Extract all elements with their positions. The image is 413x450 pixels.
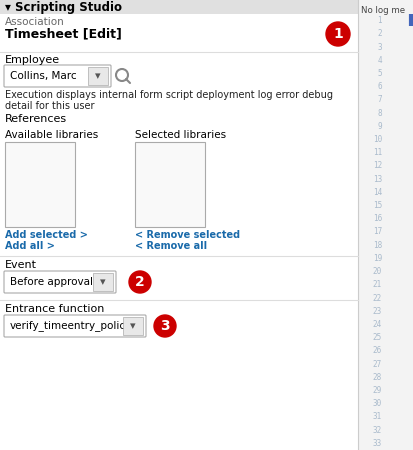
FancyBboxPatch shape (123, 317, 142, 335)
Text: 25: 25 (372, 333, 381, 342)
Text: 33: 33 (372, 439, 381, 448)
Text: Association: Association (5, 17, 64, 27)
Text: < Remove selected: < Remove selected (135, 230, 240, 240)
FancyBboxPatch shape (135, 142, 204, 227)
Text: References: References (5, 114, 67, 124)
Text: Event: Event (5, 260, 37, 270)
Text: ▾: ▾ (130, 321, 135, 331)
Text: 27: 27 (372, 360, 381, 369)
FancyBboxPatch shape (4, 65, 111, 87)
Text: 31: 31 (372, 413, 381, 422)
FancyBboxPatch shape (93, 273, 113, 291)
Bar (357, 0, 413, 450)
Text: ▾ Scripting Studio: ▾ Scripting Studio (5, 0, 122, 13)
Text: detail for this user: detail for this user (5, 101, 94, 111)
Text: 9: 9 (377, 122, 381, 131)
Text: 13: 13 (372, 175, 381, 184)
Circle shape (325, 22, 349, 46)
FancyBboxPatch shape (88, 67, 108, 85)
FancyBboxPatch shape (4, 271, 116, 293)
Text: Execution displays internal form script deployment log error debug: Execution displays internal form script … (5, 90, 332, 100)
Text: 22: 22 (372, 293, 381, 302)
Text: 3: 3 (160, 319, 169, 333)
Text: 16: 16 (372, 214, 381, 223)
Text: 15: 15 (372, 201, 381, 210)
Text: verify_timeentry_policy: verify_timeentry_policy (10, 320, 132, 332)
Text: 23: 23 (372, 307, 381, 316)
Text: 12: 12 (372, 162, 381, 171)
Text: 19: 19 (372, 254, 381, 263)
Text: 24: 24 (372, 320, 381, 329)
Text: 28: 28 (372, 373, 381, 382)
Text: Add all >: Add all > (5, 241, 55, 251)
Circle shape (154, 315, 176, 337)
Text: ▾: ▾ (95, 71, 101, 81)
Text: 32: 32 (372, 426, 381, 435)
Text: 18: 18 (372, 241, 381, 250)
Text: 4: 4 (377, 56, 381, 65)
Text: Before approval: Before approval (10, 277, 93, 287)
Circle shape (129, 271, 151, 293)
Text: 30: 30 (372, 399, 381, 408)
Text: 7: 7 (377, 95, 381, 104)
Text: 3: 3 (377, 43, 381, 52)
FancyBboxPatch shape (5, 142, 75, 227)
Text: Collins, Marc: Collins, Marc (10, 71, 76, 81)
Text: 20: 20 (372, 267, 381, 276)
Bar (0, 0, 357, 14)
Text: 29: 29 (372, 386, 381, 395)
Text: 2: 2 (135, 275, 145, 289)
Text: 5: 5 (377, 69, 381, 78)
Text: 11: 11 (372, 148, 381, 157)
Text: 2: 2 (377, 29, 381, 38)
Text: 17: 17 (372, 228, 381, 237)
Text: 26: 26 (372, 346, 381, 356)
Text: 8: 8 (377, 108, 381, 117)
Text: Employee: Employee (5, 55, 60, 65)
Text: < Remove all: < Remove all (135, 241, 206, 251)
Text: 10: 10 (372, 135, 381, 144)
Text: 1: 1 (377, 16, 381, 25)
Text: 14: 14 (372, 188, 381, 197)
Text: Timesheet [Edit]: Timesheet [Edit] (5, 27, 121, 40)
Text: 21: 21 (372, 280, 381, 289)
FancyBboxPatch shape (4, 315, 146, 337)
Text: No log me: No log me (360, 6, 404, 15)
Text: Entrance function: Entrance function (5, 304, 104, 314)
Text: 1: 1 (332, 27, 342, 41)
Text: Available libraries: Available libraries (5, 130, 98, 140)
Text: Add selected >: Add selected > (5, 230, 88, 240)
Text: Selected libraries: Selected libraries (135, 130, 225, 140)
Text: ▾: ▾ (100, 277, 106, 287)
Text: 6: 6 (377, 82, 381, 91)
